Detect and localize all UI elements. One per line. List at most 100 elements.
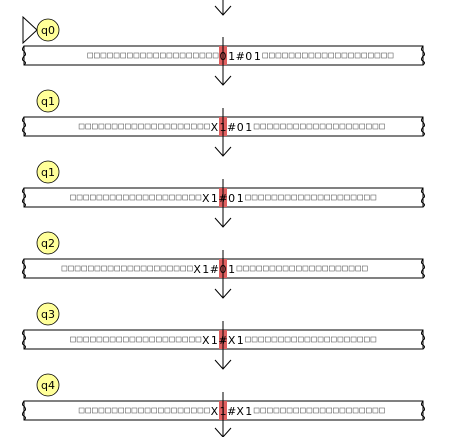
blank-cell <box>105 407 111 414</box>
tape-symbol: # <box>227 405 236 418</box>
blank-cell <box>114 265 120 272</box>
blank-cell <box>94 265 101 272</box>
blank-cell <box>311 194 317 201</box>
tape-left-edge <box>22 187 26 208</box>
blank-cell <box>295 52 302 59</box>
blank-cell <box>374 52 381 59</box>
tape-left-edge <box>22 329 26 350</box>
blank-cell <box>142 336 149 343</box>
blank-cell <box>236 265 243 272</box>
blank-cell <box>291 336 298 343</box>
blank-cell <box>175 336 182 343</box>
blank-cell <box>302 265 309 272</box>
blank-cell <box>160 52 166 59</box>
tape-left-edge <box>22 45 26 66</box>
blank-cell <box>118 407 124 414</box>
tape-right-edge <box>421 400 425 421</box>
blank-cell <box>105 123 111 130</box>
blank-cell <box>313 123 319 130</box>
blank-cell <box>306 123 313 130</box>
blank-cell <box>101 265 107 272</box>
blank-cell <box>352 407 359 414</box>
blank-cell <box>158 123 164 130</box>
blank-cell <box>85 123 91 130</box>
blank-cell <box>90 336 96 343</box>
tape-symbol: 1 <box>237 334 244 347</box>
blank-cell <box>264 336 271 343</box>
tape-symbol: 1 <box>228 50 235 63</box>
tape-left-edge <box>22 400 26 421</box>
blank-cell <box>354 52 361 59</box>
blank-cell <box>273 407 280 414</box>
tape-symbol: X <box>236 405 244 418</box>
blank-cell <box>123 336 129 343</box>
blank-cell <box>204 123 210 130</box>
blank-cell <box>164 123 171 130</box>
blank-cell <box>251 336 258 343</box>
blank-cell <box>109 336 116 343</box>
blank-cell <box>363 194 370 201</box>
blank-cell <box>160 265 167 272</box>
blank-cell <box>78 123 85 130</box>
tape-right-edge <box>421 187 425 208</box>
blank-cell <box>177 123 184 130</box>
blank-cell <box>309 265 315 272</box>
blank-cell <box>127 265 134 272</box>
tape-symbol: # <box>227 121 236 134</box>
blank-cell <box>169 194 175 201</box>
blank-cell <box>138 123 144 130</box>
blank-cell <box>275 52 282 59</box>
tape-symbol: 0 <box>237 121 244 134</box>
blank-cell <box>193 52 199 59</box>
blank-cell <box>258 336 265 343</box>
blank-cell <box>189 194 195 201</box>
blank-cell <box>282 52 288 59</box>
blank-cell <box>245 194 251 201</box>
blank-cell <box>286 407 293 414</box>
blank-cell <box>266 123 273 130</box>
blank-cell <box>98 123 105 130</box>
blank-cell <box>180 265 186 272</box>
tape-symbol: X <box>202 334 210 347</box>
blank-cell <box>282 265 289 272</box>
blank-cell <box>350 336 357 343</box>
blank-cell <box>253 123 260 130</box>
blank-cell <box>88 265 94 272</box>
blank-cell <box>164 407 171 414</box>
blank-cell <box>134 265 140 272</box>
blank-cell <box>357 336 364 343</box>
blank-cell <box>299 407 306 414</box>
blank-cell <box>151 123 157 130</box>
blank-cell <box>332 123 339 130</box>
blank-cell <box>295 265 302 272</box>
tape-symbol: X <box>202 192 210 205</box>
blank-cell <box>162 336 169 343</box>
blank-cell <box>334 52 341 59</box>
blank-cell <box>243 265 249 272</box>
blank-cell <box>286 123 293 130</box>
blank-cell <box>315 265 322 272</box>
blank-cell <box>268 52 275 59</box>
blank-cell <box>81 265 87 272</box>
blank-cell <box>197 123 204 130</box>
blank-cell <box>166 52 173 59</box>
blank-cell <box>344 336 350 343</box>
blank-cell <box>136 194 142 201</box>
blank-cell <box>346 123 352 130</box>
blank-cell <box>304 194 311 201</box>
transition-arrow-head <box>214 146 232 157</box>
blank-cell <box>129 336 136 343</box>
blank-cell <box>96 336 103 343</box>
state-circle <box>36 160 60 184</box>
blank-cell <box>324 336 331 343</box>
blank-cell <box>324 194 331 201</box>
blank-cell <box>111 123 118 130</box>
blank-cell <box>379 123 385 130</box>
incoming-arrow-head <box>214 5 232 16</box>
blank-cell <box>335 265 342 272</box>
blank-cell <box>352 123 359 130</box>
transition-arrow-head <box>214 427 232 437</box>
blank-cell <box>109 194 116 201</box>
tape-symbol: 1 <box>202 263 209 276</box>
blank-cell <box>344 194 350 201</box>
